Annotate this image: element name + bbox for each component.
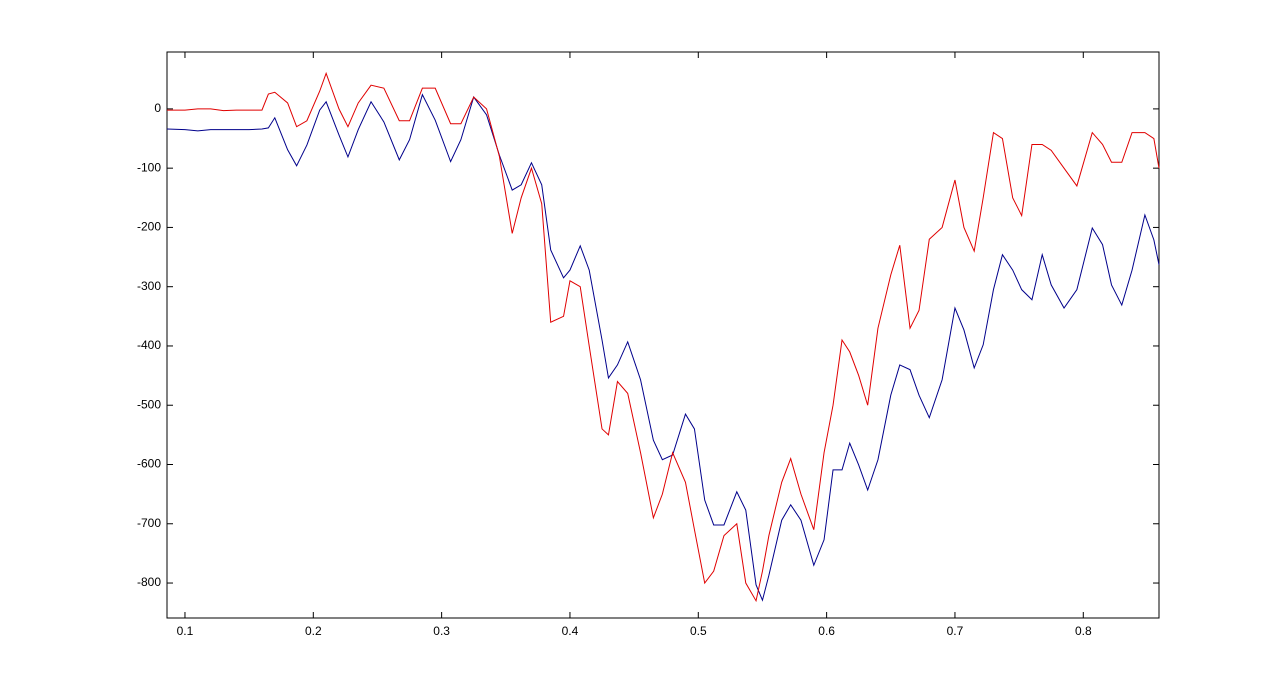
y-tick-label: -200 — [137, 220, 161, 234]
y-tick-label: -400 — [137, 338, 161, 352]
y-tick-label: -700 — [137, 516, 161, 530]
y-tick-label: 0 — [154, 101, 161, 115]
y-tick-label: -100 — [137, 160, 161, 174]
y-tick-label: -500 — [137, 397, 161, 411]
x-tick-label: 0.8 — [1075, 624, 1092, 638]
x-tick-label: 0.2 — [305, 624, 322, 638]
axes-box — [166, 51, 1160, 619]
y-tick-label: -300 — [137, 279, 161, 293]
x-tick-label: 0.3 — [433, 624, 450, 638]
series-line — [166, 93, 1160, 602]
y-tick-label: -800 — [137, 575, 161, 589]
x-tick-label: 0.7 — [947, 624, 964, 638]
x-tick-label: 0.4 — [562, 624, 579, 638]
y-tick-label: -600 — [137, 457, 161, 471]
x-tick-label: 0.5 — [690, 624, 707, 638]
x-tick-label: 0.6 — [818, 624, 835, 638]
x-tick-label: 0.1 — [177, 624, 194, 638]
series-line — [167, 71, 1160, 603]
